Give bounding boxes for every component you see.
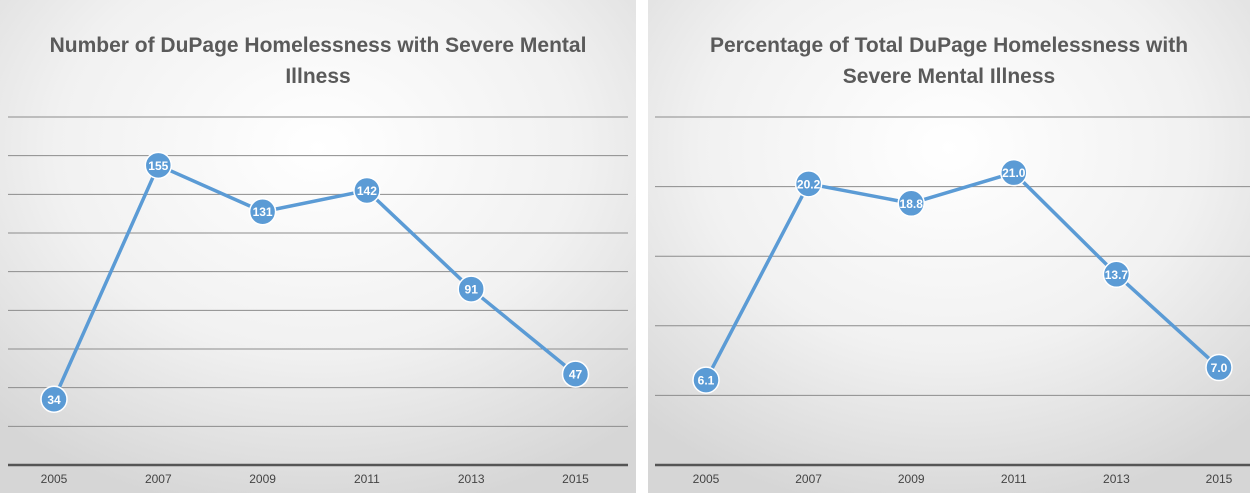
x-tick-label: 2007 bbox=[145, 472, 172, 486]
data-label: 34 bbox=[47, 393, 61, 407]
data-point bbox=[794, 170, 823, 198]
x-tick-label: 2005 bbox=[693, 472, 720, 486]
data-label: 21.0 bbox=[1002, 166, 1026, 180]
x-tick-label: 2015 bbox=[562, 472, 589, 486]
data-label: 18.8 bbox=[900, 197, 924, 211]
data-point bbox=[457, 275, 485, 303]
data-point bbox=[248, 197, 277, 226]
data-point bbox=[1205, 353, 1233, 382]
data-label: 142 bbox=[357, 184, 377, 198]
data-point bbox=[144, 151, 173, 180]
data-point bbox=[561, 360, 590, 388]
data-point bbox=[692, 366, 720, 394]
data-label: 155 bbox=[148, 159, 168, 173]
x-tick-label: 2011 bbox=[1001, 472, 1027, 486]
chart-left: 2005 2007 2009 2011 2013 2015 34 155 131 142 91 47 bbox=[0, 0, 636, 493]
x-tick-label: 2015 bbox=[1206, 472, 1233, 486]
panel-divider bbox=[636, 0, 648, 493]
data-point bbox=[40, 385, 68, 414]
series-line bbox=[704, 170, 1221, 381]
data-point bbox=[1102, 260, 1131, 289]
x-tick-label: 2009 bbox=[898, 472, 925, 486]
data-label: 20.2 bbox=[797, 177, 821, 191]
chart-right: 2005 2007 2009 2011 2013 2015 6.1 20.2 18.8 21.0 1… bbox=[648, 0, 1250, 493]
data-label: 47 bbox=[569, 368, 583, 382]
chart-panel-left: 2005 2007 2009 2011 2013 2015 34 155 131 142 91 47 … bbox=[0, 0, 636, 493]
chart-title: Percentage of Total DuPage Homelessness … bbox=[709, 34, 1189, 88]
chart-title: Number of DuPage Homelessness with Sever… bbox=[49, 34, 587, 88]
x-tick-label: 2011 bbox=[354, 472, 380, 486]
data-point bbox=[353, 176, 381, 205]
data-label: 6.1 bbox=[698, 374, 715, 388]
data-point bbox=[897, 189, 925, 218]
data-label: 13.7 bbox=[1105, 268, 1129, 282]
data-label: 91 bbox=[465, 283, 479, 297]
chart-background bbox=[0, 0, 636, 493]
x-tick-label: 2013 bbox=[458, 472, 485, 486]
data-label: 131 bbox=[253, 205, 273, 219]
chart-background bbox=[648, 0, 1250, 493]
chart-panel-right: 2005 2007 2009 2011 2013 2015 6.1 20.2 18.8 21.0 1… bbox=[648, 0, 1250, 493]
x-tick-label: 2009 bbox=[249, 472, 276, 486]
x-tick-label: 2007 bbox=[795, 472, 822, 486]
data-label: 7.0 bbox=[1211, 361, 1228, 375]
data-point bbox=[1000, 158, 1028, 187]
x-tick-label: 2005 bbox=[41, 472, 68, 486]
x-tick-label: 2013 bbox=[1103, 472, 1130, 486]
series-line bbox=[52, 163, 577, 400]
